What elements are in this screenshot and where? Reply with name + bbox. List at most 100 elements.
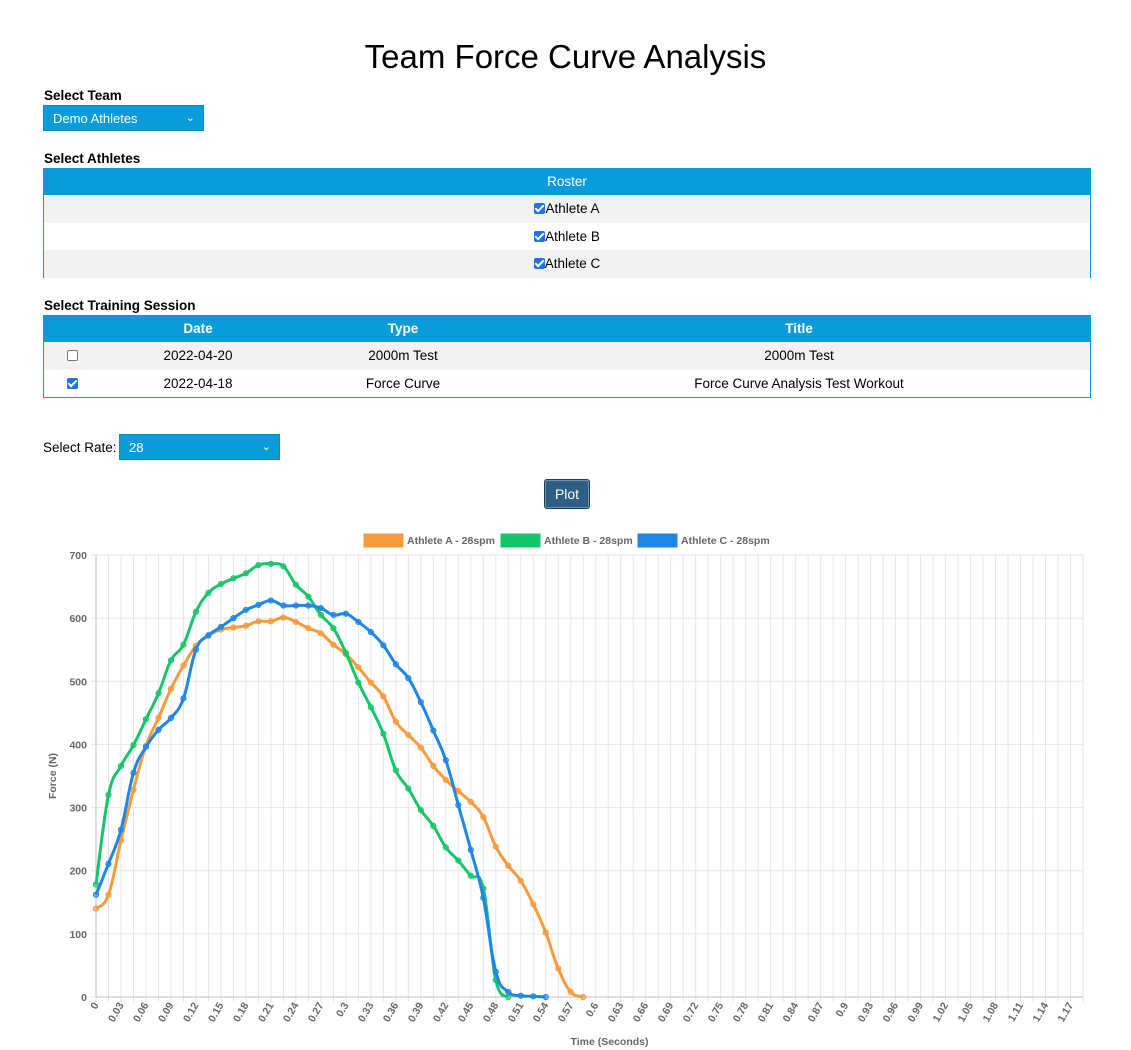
- x-tick-label: 0.75: [706, 1000, 727, 1024]
- column-date: Date: [183, 321, 213, 336]
- roster-row-athlete-b[interactable]: Athlete B: [44, 223, 1090, 251]
- session-row[interactable]: 2022-04-18 Force Curve Force Curve Analy…: [44, 370, 1090, 398]
- data-point: [505, 988, 512, 996]
- session-row[interactable]: 2022-04-20 2000m Test 2000m Test: [44, 342, 1090, 370]
- data-point: [317, 604, 324, 612]
- data-point: [442, 757, 449, 764]
- legend-swatch: [500, 533, 541, 548]
- data-point: [292, 581, 299, 588]
- select-rate-label: Select Rate:: [43, 440, 117, 455]
- plot-button[interactable]: Plot: [544, 479, 590, 509]
- data-point: [230, 624, 237, 631]
- legend-label: Athlete C - 28spm: [681, 535, 770, 547]
- x-tick-label: 1.14: [1031, 1000, 1052, 1024]
- y-axis-title: Force (N): [47, 753, 59, 799]
- x-tick-label: 1.05: [956, 1000, 977, 1024]
- athlete-name: Athlete C: [544, 256, 601, 271]
- data-point: [330, 611, 337, 619]
- data-point: [342, 649, 349, 656]
- x-tick-label: 0.18: [231, 1000, 252, 1024]
- data-point: [492, 968, 499, 975]
- x-tick-label: 0.06: [131, 1000, 152, 1024]
- data-point: [405, 731, 412, 739]
- data-point: [255, 618, 262, 625]
- data-point: [305, 593, 312, 600]
- data-point: [430, 762, 437, 769]
- session-table: Date Type Title 2022-04-20 2000m Test 20…: [43, 315, 1091, 398]
- x-tick-label: 0.9: [834, 1000, 852, 1019]
- checkbox-icon[interactable]: [66, 350, 78, 361]
- data-point: [167, 685, 175, 692]
- data-point: [367, 679, 374, 686]
- y-tick-label: 600: [69, 613, 87, 625]
- session-header: Date Type Title: [44, 316, 1090, 342]
- data-point: [267, 560, 275, 567]
- checkbox-icon[interactable]: [533, 258, 545, 269]
- data-point: [455, 801, 462, 809]
- data-point: [355, 618, 362, 626]
- data-point: [542, 929, 549, 936]
- data-point: [292, 618, 299, 626]
- checkbox-icon[interactable]: [534, 230, 546, 242]
- data-point: [155, 714, 162, 722]
- data-point: [530, 901, 537, 908]
- data-point: [367, 704, 374, 711]
- y-tick-label: 100: [69, 929, 87, 941]
- x-tick-label: 0.69: [656, 1000, 677, 1024]
- data-point: [267, 618, 275, 625]
- legend-swatch: [363, 533, 404, 548]
- x-tick-label: 0.09: [156, 1000, 177, 1024]
- data-point: [205, 632, 212, 639]
- data-point: [467, 846, 474, 853]
- data-point: [305, 625, 312, 632]
- data-point: [155, 690, 162, 697]
- data-point: [317, 630, 324, 637]
- data-point: [417, 744, 424, 751]
- data-point: [180, 662, 187, 669]
- data-point: [530, 993, 537, 1000]
- x-tick-label: 0.99: [906, 1000, 927, 1024]
- data-point: [130, 769, 137, 776]
- data-point: [280, 602, 287, 609]
- data-point: [292, 602, 299, 609]
- x-tick-label: 0.42: [431, 1000, 452, 1024]
- data-point: [117, 762, 125, 769]
- data-point: [142, 743, 150, 751]
- session-date: 2022-04-20: [163, 348, 233, 363]
- x-tick-label: 0.81: [756, 1000, 777, 1024]
- data-point: [242, 570, 250, 577]
- data-point: [542, 993, 549, 1001]
- session-title: 2000m Test: [764, 348, 834, 363]
- x-tick-label: 0.15: [206, 1000, 227, 1024]
- data-point: [317, 611, 324, 619]
- x-tick-label: 0.96: [881, 1000, 902, 1024]
- data-point: [105, 891, 112, 898]
- data-point: [505, 862, 512, 869]
- roster-row-athlete-a[interactable]: Athlete A: [44, 195, 1090, 223]
- x-tick-label: 0.87: [806, 1000, 827, 1024]
- x-tick-label: 0.45: [456, 1000, 477, 1024]
- data-point: [355, 679, 362, 686]
- data-point: [280, 563, 287, 570]
- x-tick-label: 0.54: [531, 1000, 552, 1024]
- team-select-value: Demo Athletes: [53, 111, 138, 126]
- checkbox-icon[interactable]: [66, 377, 78, 389]
- checkbox-icon[interactable]: [534, 203, 546, 214]
- x-tick-label: 0.57: [556, 1000, 577, 1024]
- data-point: [480, 894, 487, 901]
- data-point: [105, 860, 112, 867]
- legend-label: Athlete A - 28spm: [407, 535, 495, 547]
- data-point: [230, 615, 237, 622]
- rate-select[interactable]: 28 ⌄: [119, 434, 280, 460]
- data-point: [330, 625, 337, 632]
- roster-row-athlete-c[interactable]: Athlete C: [44, 250, 1090, 278]
- data-point: [567, 988, 574, 996]
- session-date: 2022-04-18: [163, 375, 233, 391]
- data-point: [367, 628, 374, 636]
- legend-label: Athlete B - 28spm: [544, 535, 633, 547]
- column-type: Type: [387, 321, 419, 336]
- data-point: [342, 610, 349, 617]
- team-select[interactable]: Demo Athletes ⌄: [43, 105, 204, 131]
- data-point: [480, 813, 487, 821]
